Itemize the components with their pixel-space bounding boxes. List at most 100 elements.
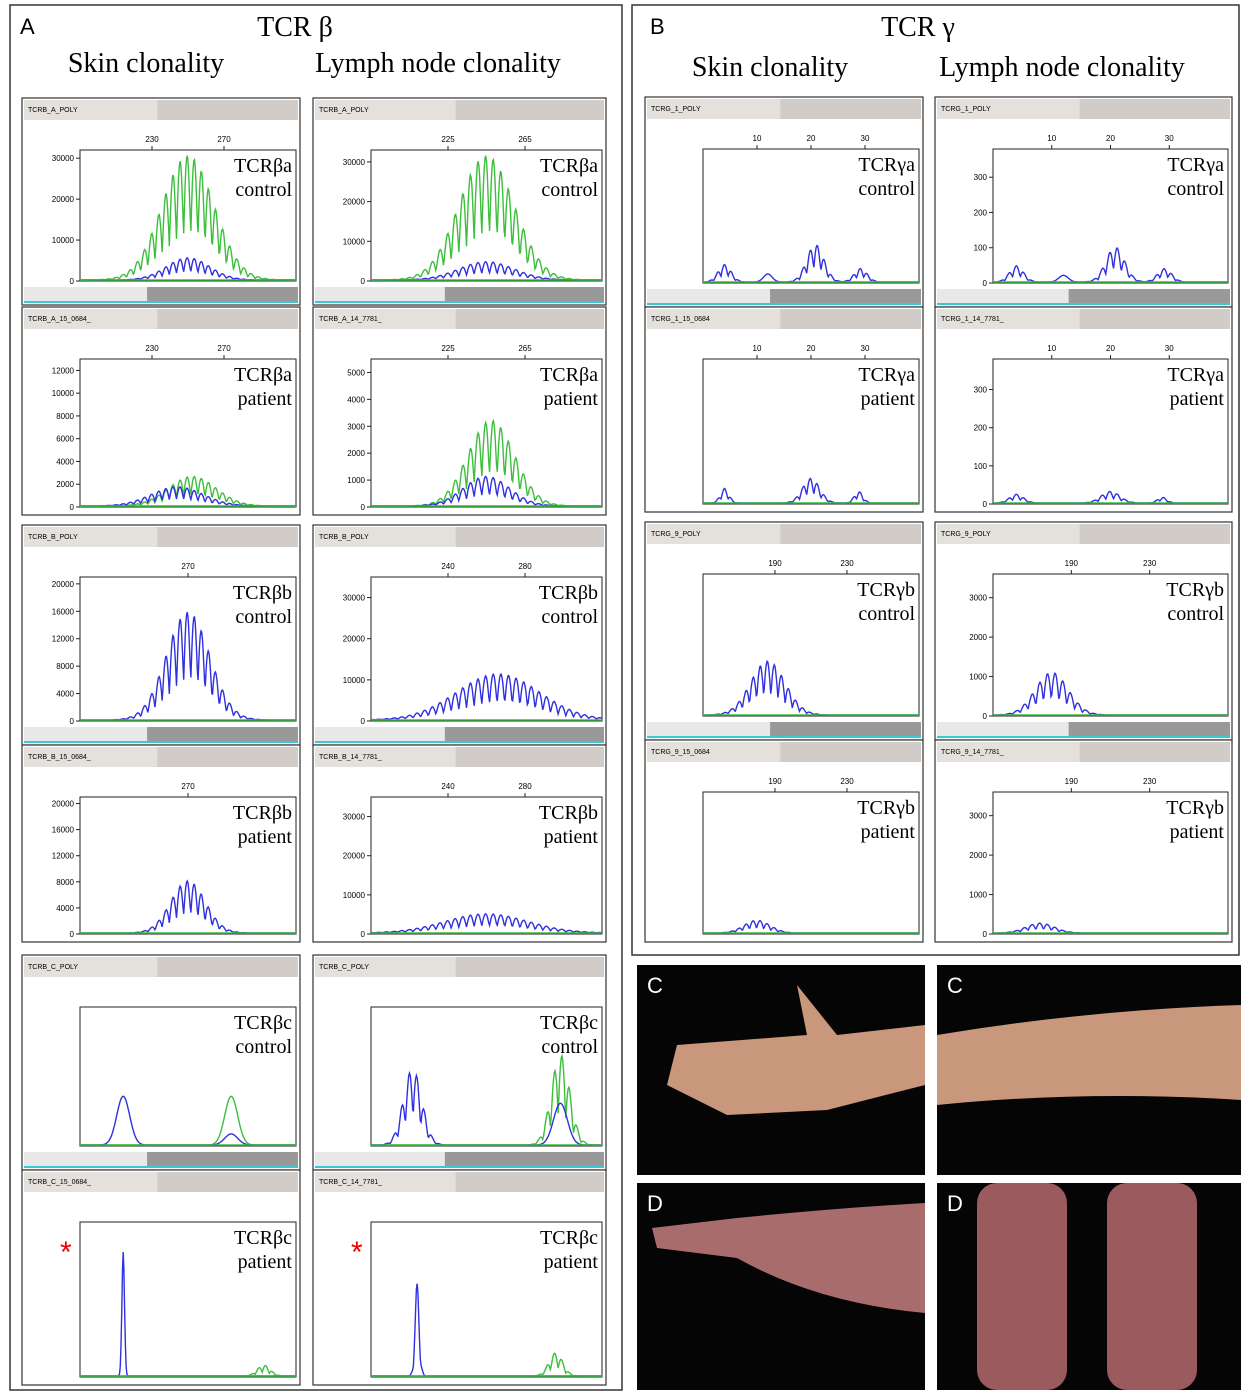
sample-label: TCRβb bbox=[539, 582, 598, 604]
x-tick-label: 280 bbox=[518, 782, 532, 791]
y-tick-label: 3000 bbox=[969, 812, 987, 821]
y-tick-label: 10000 bbox=[52, 236, 75, 245]
column-header: Skin clonality bbox=[68, 48, 224, 79]
leg bbox=[1107, 1183, 1197, 1390]
sample-label: TCRβb bbox=[539, 802, 598, 824]
header-text: TCRG_9_POLY bbox=[651, 531, 701, 538]
y-tick-label: 0 bbox=[70, 930, 75, 939]
photo-label: C bbox=[947, 973, 963, 998]
header-text: TCRG_1_POLY bbox=[941, 106, 991, 113]
x-tick-label: 280 bbox=[518, 562, 532, 571]
y-tick-label: 2000 bbox=[347, 449, 365, 458]
y-tick-label: 8000 bbox=[56, 878, 74, 887]
panel-label: B bbox=[650, 14, 665, 39]
electropherogram: TCRG_9_POLY190230TCRγbcontrol bbox=[645, 522, 923, 740]
y-tick-label: 8000 bbox=[56, 412, 74, 421]
header-text: TCRG_1_14_7781_ bbox=[941, 316, 1004, 323]
header-text: TCRB_C_POLY bbox=[319, 964, 369, 971]
scrollbar-thumb bbox=[147, 1152, 298, 1166]
y-tick-label: 2000 bbox=[56, 480, 74, 489]
electropherogram: TCRB_A_15_0684_2302700200040006000800010… bbox=[22, 307, 300, 515]
electropherogram: TCRB_C_14_7781_TCRβcpatient* bbox=[313, 1170, 606, 1385]
electropherogram: TCRG_9_15_0684190230TCRγbpatient bbox=[645, 740, 923, 942]
y-tick-label: 300 bbox=[974, 386, 988, 395]
x-tick-label: 30 bbox=[861, 134, 870, 143]
electropherogram: TCRB_C_POLYTCRβccontrol bbox=[313, 955, 606, 1170]
electropherogram: TCRB_B_15_0684_2700400080001200016000200… bbox=[22, 745, 300, 942]
figure: A TCR β Skin clonality Lymph node clonal… bbox=[0, 0, 1241, 1394]
electropherogram: TCRG_9_14_7781_1902300100020003000TCRγbp… bbox=[935, 740, 1232, 942]
scrollbar-thumb bbox=[147, 727, 298, 741]
electropherogram: TCRB_C_15_0684_TCRβcpatient* bbox=[22, 1170, 300, 1385]
y-tick-label: 4000 bbox=[56, 904, 74, 913]
column-header: Lymph node clonality bbox=[939, 52, 1185, 83]
y-tick-label: 4000 bbox=[56, 690, 74, 699]
x-tick-label: 190 bbox=[768, 777, 782, 786]
sample-label: TCRγa bbox=[858, 364, 915, 386]
scrollbar-thumb bbox=[770, 722, 921, 736]
panel-label: A bbox=[20, 14, 35, 39]
header-text: TCRG_9_14_7781_ bbox=[941, 749, 1004, 756]
sample-label: TCRβc bbox=[234, 1227, 292, 1249]
header-text: TCRG_1_POLY bbox=[651, 106, 701, 113]
x-tick-label: 230 bbox=[840, 777, 854, 786]
y-tick-label: 0 bbox=[361, 930, 366, 939]
y-tick-label: 0 bbox=[70, 277, 75, 286]
y-tick-label: 0 bbox=[361, 277, 366, 286]
sample-label: control bbox=[858, 603, 915, 625]
sample-label: patient bbox=[238, 826, 293, 848]
x-tick-label: 30 bbox=[1165, 134, 1174, 143]
sample-label: control bbox=[235, 606, 292, 628]
x-tick-label: 270 bbox=[181, 782, 195, 791]
sample-label: patient bbox=[1170, 388, 1225, 410]
x-tick-label: 230 bbox=[145, 344, 159, 353]
sample-label: TCRγb bbox=[1166, 797, 1224, 819]
y-tick-label: 16000 bbox=[52, 607, 75, 616]
y-tick-label: 12000 bbox=[52, 366, 75, 375]
x-tick-label: 270 bbox=[181, 562, 195, 571]
header-text: TCRG_1_15_0684 bbox=[651, 316, 710, 323]
x-tick-label: 30 bbox=[1165, 344, 1174, 353]
column-header: Lymph node clonality bbox=[315, 48, 561, 79]
x-tick-label: 225 bbox=[441, 135, 455, 144]
panel-title: TCR β bbox=[257, 12, 333, 43]
y-tick-label: 12000 bbox=[52, 852, 75, 861]
sample-label: TCRγa bbox=[1167, 364, 1224, 386]
header-text: TCRB_B_14_7781_ bbox=[319, 754, 382, 761]
scrollbar-thumb bbox=[445, 287, 604, 301]
x-tick-label: 190 bbox=[1065, 777, 1079, 786]
electropherogram: TCRG_9_POLY1902300100020003000TCRγbcontr… bbox=[935, 522, 1232, 740]
sample-label: patient bbox=[544, 1251, 599, 1273]
photo: C bbox=[937, 965, 1241, 1175]
photo: D bbox=[637, 1183, 925, 1390]
y-tick-label: 0 bbox=[361, 717, 366, 726]
y-tick-label: 5000 bbox=[347, 368, 365, 377]
x-tick-label: 270 bbox=[217, 135, 231, 144]
x-tick-label: 240 bbox=[441, 562, 455, 571]
sample-label: control bbox=[541, 606, 598, 628]
photo: C bbox=[637, 965, 925, 1175]
x-tick-label: 265 bbox=[518, 135, 532, 144]
sample-label: TCRβc bbox=[234, 1012, 292, 1034]
scrollbar-thumb bbox=[445, 727, 604, 741]
y-tick-label: 30000 bbox=[343, 594, 366, 603]
y-tick-label: 1000 bbox=[347, 476, 365, 485]
sample-label: TCRγb bbox=[1166, 579, 1224, 601]
y-tick-label: 2000 bbox=[969, 851, 987, 860]
y-tick-label: 2000 bbox=[969, 633, 987, 642]
electropherogram: TCRB_A_POLY2302700100002000030000TCRβaco… bbox=[22, 98, 300, 305]
x-tick-label: 10 bbox=[1047, 344, 1056, 353]
electropherogram: TCRB_C_POLYTCRβccontrol bbox=[22, 955, 300, 1170]
y-tick-label: 30000 bbox=[343, 813, 366, 822]
y-tick-label: 30000 bbox=[343, 158, 366, 167]
y-tick-label: 20000 bbox=[52, 195, 75, 204]
x-tick-label: 10 bbox=[753, 344, 762, 353]
y-tick-label: 1000 bbox=[969, 673, 987, 682]
header-text: TCRG_9_15_0684 bbox=[651, 749, 710, 756]
y-tick-label: 20000 bbox=[52, 580, 75, 589]
electropherogram: TCRB_A_14_7781_2252650100020003000400050… bbox=[313, 307, 606, 515]
y-tick-label: 20000 bbox=[52, 800, 75, 809]
